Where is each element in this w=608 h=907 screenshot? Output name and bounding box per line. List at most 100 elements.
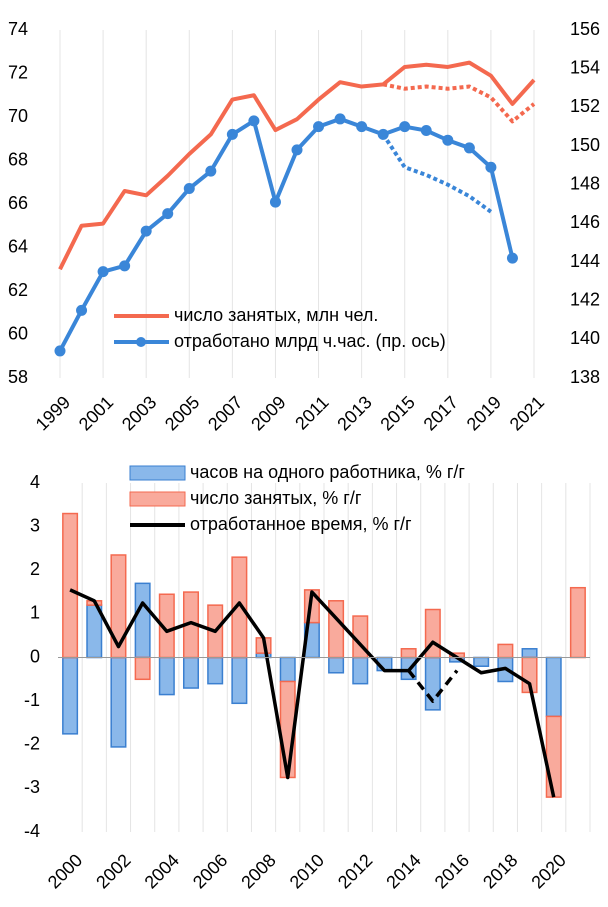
point bbox=[442, 134, 454, 146]
bar bbox=[62, 512, 79, 659]
x-tick-label: 2004 bbox=[141, 850, 183, 892]
bar bbox=[473, 656, 490, 667]
y2-tick-label: 140 bbox=[570, 328, 600, 348]
x-tick-label: 2015 bbox=[376, 392, 418, 434]
y2-tick-label: 152 bbox=[570, 96, 600, 116]
bar bbox=[231, 656, 248, 705]
x-tick-label: 2013 bbox=[333, 392, 375, 434]
series-line bbox=[407, 669, 459, 703]
point bbox=[54, 345, 66, 357]
point bbox=[269, 196, 281, 208]
y-tick-label: 60 bbox=[8, 323, 28, 343]
y-tick-label: 0 bbox=[30, 646, 40, 666]
point bbox=[76, 304, 88, 316]
series-line bbox=[381, 133, 493, 214]
bar bbox=[110, 554, 127, 659]
y-tick-label: 2 bbox=[30, 559, 40, 579]
y-tick-label: 64 bbox=[8, 236, 28, 256]
point bbox=[506, 252, 518, 264]
point bbox=[399, 121, 411, 133]
x-tick-label: 2019 bbox=[463, 392, 505, 434]
bar bbox=[400, 648, 417, 659]
x-tick-label: 2012 bbox=[334, 850, 376, 892]
y-tick-label: 4 bbox=[30, 472, 40, 492]
point bbox=[248, 115, 260, 127]
legend-label: отработано млрд ч.час. (пр. ось) bbox=[174, 331, 446, 351]
point bbox=[119, 260, 131, 272]
y-tick-label: 66 bbox=[8, 193, 28, 213]
x-tick-label: 2009 bbox=[247, 392, 289, 434]
x-tick-label: 1999 bbox=[32, 392, 74, 434]
y-tick-label: 3 bbox=[30, 515, 40, 535]
legend-swatch bbox=[129, 491, 186, 507]
bar bbox=[352, 656, 369, 685]
bar bbox=[497, 643, 514, 659]
y-tick-label: -4 bbox=[24, 821, 40, 841]
legend-label: число занятых, % г/г bbox=[190, 488, 362, 508]
y2-tick-label: 146 bbox=[570, 212, 600, 232]
x-tick-label: 2020 bbox=[527, 850, 569, 892]
y-tick-label: 1 bbox=[30, 603, 40, 623]
bar bbox=[545, 715, 562, 798]
legend-label: часов на одного работника, % г/г bbox=[190, 462, 465, 482]
point bbox=[183, 183, 195, 195]
y-tick-label: 58 bbox=[8, 367, 28, 387]
y-tick-label: 70 bbox=[8, 106, 28, 126]
point bbox=[356, 121, 368, 133]
bar bbox=[62, 656, 79, 735]
series-line bbox=[69, 588, 556, 798]
legend-swatch bbox=[129, 465, 186, 481]
y-tick-label: 72 bbox=[8, 62, 28, 82]
y2-tick-label: 138 bbox=[570, 367, 600, 387]
y-tick-label: -3 bbox=[24, 777, 40, 797]
y2-tick-label: 142 bbox=[570, 289, 600, 309]
x-tick-label: 2011 bbox=[291, 392, 333, 434]
legend-label: число занятых, млн чел. bbox=[174, 305, 378, 325]
bar bbox=[110, 656, 127, 748]
point bbox=[205, 165, 217, 177]
x-tick-label: 2006 bbox=[189, 850, 231, 892]
point bbox=[291, 144, 303, 156]
x-tick-label: 2021 bbox=[506, 392, 548, 434]
point bbox=[313, 121, 325, 133]
y2-tick-label: 144 bbox=[570, 251, 600, 271]
bar bbox=[279, 656, 296, 683]
point bbox=[485, 161, 497, 173]
series-line bbox=[58, 60, 536, 271]
y-tick-label: -2 bbox=[24, 734, 40, 754]
bar bbox=[158, 656, 175, 696]
bar bbox=[328, 656, 345, 674]
point bbox=[463, 142, 475, 154]
x-tick-label: 2016 bbox=[431, 850, 473, 892]
point bbox=[334, 113, 346, 125]
point bbox=[162, 208, 174, 220]
y-tick-label: 68 bbox=[8, 149, 28, 169]
bar bbox=[545, 656, 562, 718]
y2-tick-label: 148 bbox=[570, 173, 600, 193]
legend-label: отработанное время, % г/г bbox=[190, 514, 412, 534]
x-tick-label: 2017 bbox=[420, 392, 462, 434]
x-tick-label: 2005 bbox=[161, 392, 203, 434]
x-tick-label: 2010 bbox=[286, 850, 328, 892]
bar bbox=[134, 582, 151, 659]
bar bbox=[134, 656, 151, 681]
point bbox=[140, 225, 152, 237]
bar bbox=[207, 656, 224, 685]
y-tick-label: 62 bbox=[8, 280, 28, 300]
x-tick-label: 2018 bbox=[479, 850, 521, 892]
x-tick-label: 2003 bbox=[118, 392, 160, 434]
bar bbox=[521, 648, 538, 659]
x-tick-label: 2014 bbox=[382, 850, 424, 892]
legend-marker bbox=[136, 337, 146, 347]
y-tick-label: -1 bbox=[24, 690, 40, 710]
y2-tick-label: 150 bbox=[570, 135, 600, 155]
series-line bbox=[58, 116, 515, 352]
x-tick-label: 2001 bbox=[75, 392, 117, 434]
x-tick-label: 2002 bbox=[92, 850, 134, 892]
y2-tick-label: 154 bbox=[570, 57, 600, 77]
point bbox=[226, 128, 238, 140]
bar bbox=[328, 600, 345, 659]
point bbox=[420, 125, 432, 137]
